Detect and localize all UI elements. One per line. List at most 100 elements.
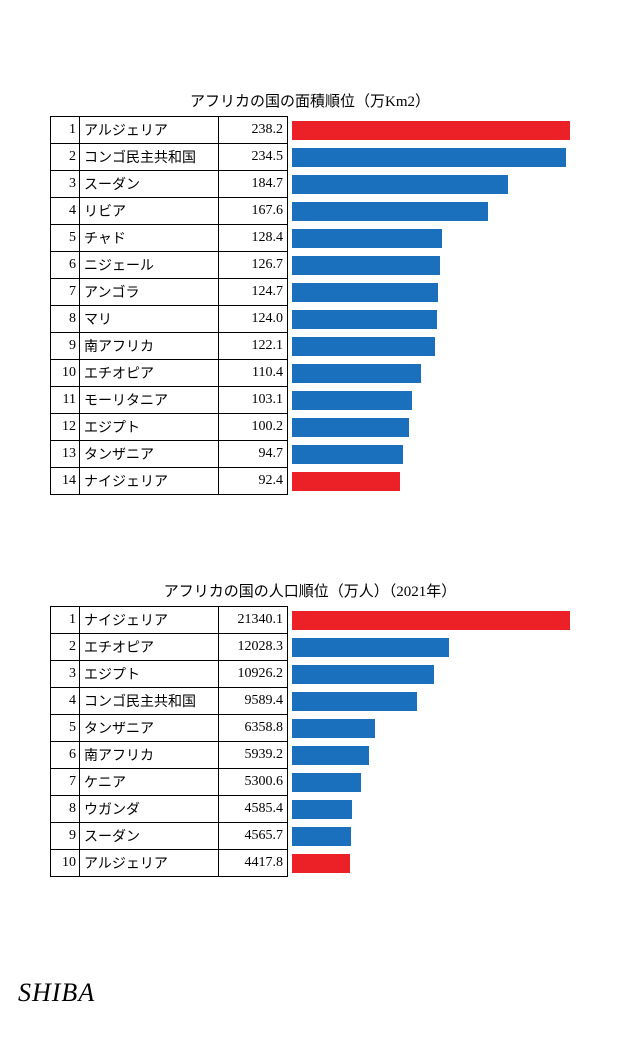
table-row: 13タンザニア94.7 — [50, 441, 578, 468]
table-row: 9スーダン4565.7 — [50, 823, 578, 850]
bar-area — [288, 660, 578, 688]
table-row: 7ケニア5300.6 — [50, 769, 578, 796]
table-row: 10エチオピア110.4 — [50, 360, 578, 387]
rank-cell: 3 — [50, 170, 80, 198]
bar-area — [288, 822, 578, 850]
bar — [292, 175, 508, 194]
chart-title: アフリカの国の面積順位（万Km2） — [50, 90, 570, 111]
bar-area — [288, 116, 578, 144]
bar — [292, 746, 369, 765]
value-cell: 94.7 — [218, 440, 288, 468]
bar-area — [288, 224, 578, 252]
table-row: 14ナイジェリア92.4 — [50, 468, 578, 495]
country-name-cell: エチオピア — [79, 359, 219, 387]
country-name-cell: エチオピア — [79, 633, 219, 661]
value-cell: 110.4 — [218, 359, 288, 387]
table-row: 8ウガンダ4585.4 — [50, 796, 578, 823]
country-name-cell: ケニア — [79, 768, 219, 796]
bar-area — [288, 795, 578, 823]
bar — [292, 337, 435, 356]
country-name-cell: リビア — [79, 197, 219, 225]
value-cell: 4585.4 — [218, 795, 288, 823]
value-cell: 238.2 — [218, 116, 288, 144]
country-name-cell: エジプト — [79, 660, 219, 688]
bar — [292, 256, 440, 275]
bar-area — [288, 332, 578, 360]
country-name-cell: モーリタニア — [79, 386, 219, 414]
value-cell: 103.1 — [218, 386, 288, 414]
rank-cell: 3 — [50, 660, 80, 688]
country-name-cell: 南アフリカ — [79, 332, 219, 360]
table-row: 2エチオピア12028.3 — [50, 634, 578, 661]
rank-cell: 14 — [50, 467, 80, 495]
rank-cell: 9 — [50, 332, 80, 360]
table-row: 5チャド128.4 — [50, 225, 578, 252]
country-name-cell: コンゴ民主共和国 — [79, 687, 219, 715]
rank-cell: 7 — [50, 278, 80, 306]
country-name-cell: スーダン — [79, 170, 219, 198]
bar — [292, 854, 350, 873]
chart-title: アフリカの国の人口順位（万人）（2021年） — [50, 580, 570, 601]
rank-cell: 13 — [50, 440, 80, 468]
rank-cell: 2 — [50, 633, 80, 661]
bar-area — [288, 633, 578, 661]
bar-area — [288, 170, 578, 198]
rank-cell: 1 — [50, 116, 80, 144]
rank-cell: 6 — [50, 251, 80, 279]
value-cell: 4565.7 — [218, 822, 288, 850]
country-name-cell: 南アフリカ — [79, 741, 219, 769]
table-row: 4リビア167.6 — [50, 198, 578, 225]
table-row: 1アルジェリア238.2 — [50, 117, 578, 144]
country-name-cell: コンゴ民主共和国 — [79, 143, 219, 171]
rank-cell: 6 — [50, 741, 80, 769]
table-row: 3スーダン184.7 — [50, 171, 578, 198]
bar — [292, 773, 361, 792]
value-cell: 126.7 — [218, 251, 288, 279]
table-row: 7アンゴラ124.7 — [50, 279, 578, 306]
table-row: 5タンザニア6358.8 — [50, 715, 578, 742]
value-cell: 100.2 — [218, 413, 288, 441]
rank-cell: 1 — [50, 606, 80, 634]
bar-area — [288, 305, 578, 333]
bar — [292, 418, 409, 437]
bar-area — [288, 714, 578, 742]
rank-cell: 7 — [50, 768, 80, 796]
value-cell: 12028.3 — [218, 633, 288, 661]
bar-area — [288, 278, 578, 306]
table-row: 10アルジェリア4417.8 — [50, 850, 578, 877]
bar — [292, 310, 437, 329]
country-name-cell: チャド — [79, 224, 219, 252]
bar — [292, 827, 351, 846]
bar-area — [288, 197, 578, 225]
bar-area — [288, 143, 578, 171]
value-cell: 6358.8 — [218, 714, 288, 742]
signature: SHIBA — [18, 978, 95, 1008]
table-row: 2コンゴ民主共和国234.5 — [50, 144, 578, 171]
rank-cell: 4 — [50, 197, 80, 225]
rank-cell: 8 — [50, 305, 80, 333]
rank-cell: 10 — [50, 359, 80, 387]
country-name-cell: アルジェリア — [79, 849, 219, 877]
bar-area — [288, 251, 578, 279]
bar-area — [288, 687, 578, 715]
rank-cell: 9 — [50, 822, 80, 850]
value-cell: 5939.2 — [218, 741, 288, 769]
country-name-cell: スーダン — [79, 822, 219, 850]
table-row: 11モーリタニア103.1 — [50, 387, 578, 414]
country-name-cell: ナイジェリア — [79, 467, 219, 495]
country-name-cell: アルジェリア — [79, 116, 219, 144]
rank-cell: 10 — [50, 849, 80, 877]
country-name-cell: タンザニア — [79, 440, 219, 468]
bar — [292, 719, 375, 738]
value-cell: 92.4 — [218, 467, 288, 495]
value-cell: 21340.1 — [218, 606, 288, 634]
bar-area — [288, 849, 578, 877]
bar — [292, 364, 421, 383]
country-name-cell: ウガンダ — [79, 795, 219, 823]
bar — [292, 611, 570, 630]
bar — [292, 229, 442, 248]
bar-area — [288, 768, 578, 796]
bar — [292, 391, 412, 410]
bar — [292, 283, 438, 302]
table-row: 6南アフリカ5939.2 — [50, 742, 578, 769]
